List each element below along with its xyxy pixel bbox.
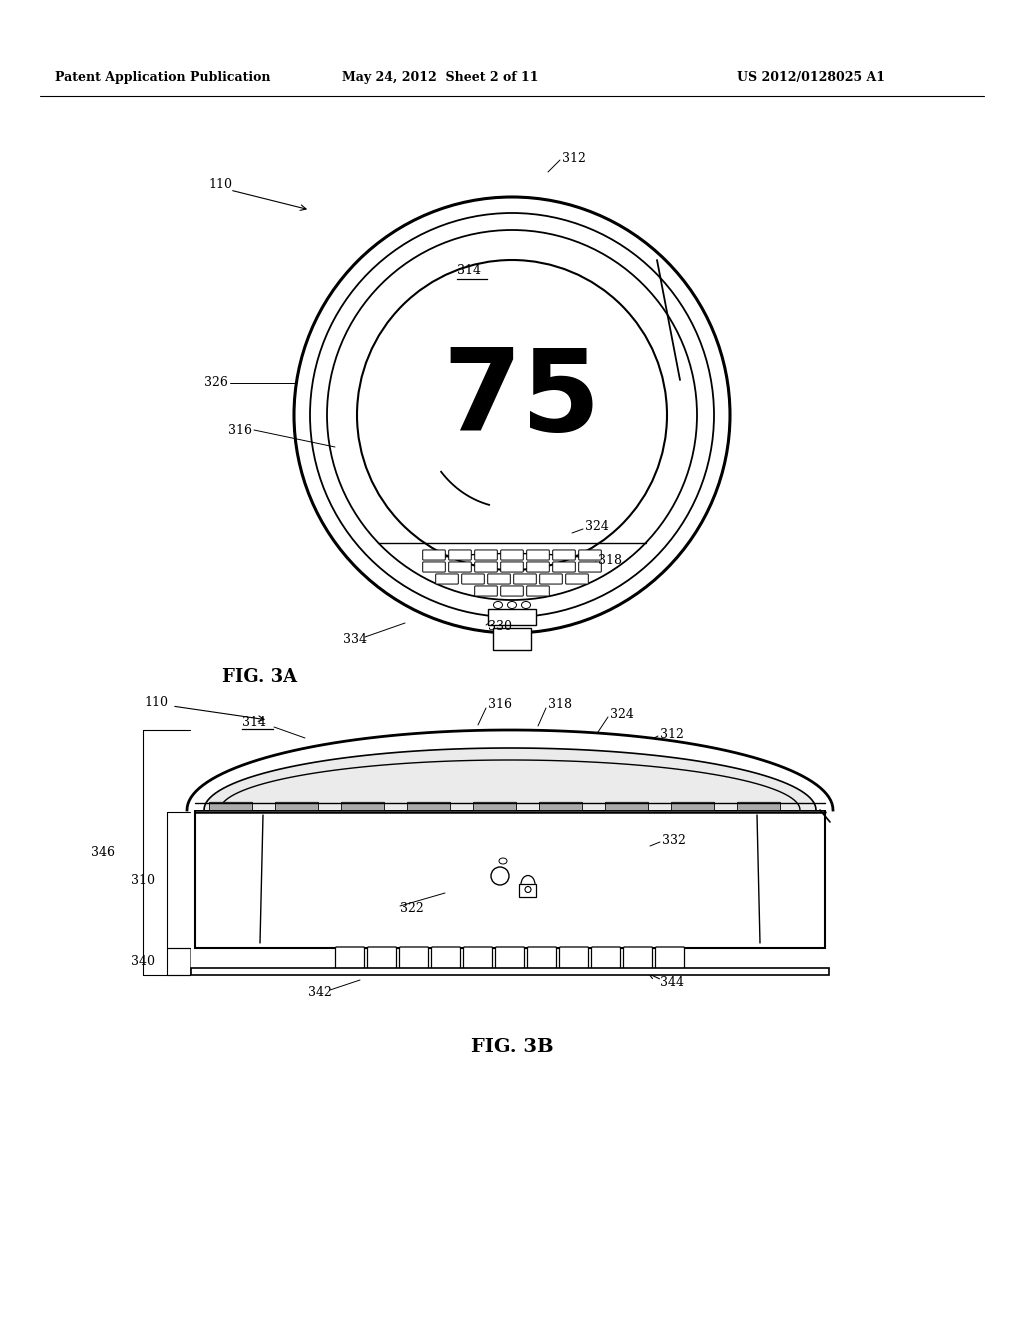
FancyBboxPatch shape xyxy=(605,803,648,810)
FancyBboxPatch shape xyxy=(553,550,575,560)
Text: 312: 312 xyxy=(562,152,586,165)
FancyBboxPatch shape xyxy=(449,562,471,572)
FancyBboxPatch shape xyxy=(475,550,498,560)
FancyBboxPatch shape xyxy=(399,946,428,969)
FancyBboxPatch shape xyxy=(473,803,516,810)
FancyBboxPatch shape xyxy=(527,946,556,969)
FancyBboxPatch shape xyxy=(475,562,498,572)
FancyBboxPatch shape xyxy=(462,574,484,583)
FancyBboxPatch shape xyxy=(475,586,498,597)
Text: 110: 110 xyxy=(144,696,168,709)
FancyBboxPatch shape xyxy=(487,574,510,583)
Ellipse shape xyxy=(294,197,730,634)
Text: 312: 312 xyxy=(660,729,684,742)
FancyBboxPatch shape xyxy=(737,803,780,810)
Ellipse shape xyxy=(357,260,667,570)
FancyBboxPatch shape xyxy=(210,803,253,810)
FancyBboxPatch shape xyxy=(423,550,445,560)
Ellipse shape xyxy=(294,197,730,634)
Text: FIG. 3A: FIG. 3A xyxy=(222,668,297,686)
FancyBboxPatch shape xyxy=(624,946,652,969)
FancyBboxPatch shape xyxy=(526,562,549,572)
Text: US 2012/0128025 A1: US 2012/0128025 A1 xyxy=(737,71,886,84)
FancyBboxPatch shape xyxy=(501,586,523,597)
Text: 314: 314 xyxy=(457,264,481,276)
Text: 318: 318 xyxy=(548,698,572,711)
Bar xyxy=(195,810,825,948)
FancyBboxPatch shape xyxy=(496,946,524,969)
Text: May 24, 2012  Sheet 2 of 11: May 24, 2012 Sheet 2 of 11 xyxy=(342,71,539,84)
FancyBboxPatch shape xyxy=(501,562,523,572)
Bar xyxy=(493,628,531,649)
FancyBboxPatch shape xyxy=(423,562,445,572)
FancyBboxPatch shape xyxy=(464,946,493,969)
FancyBboxPatch shape xyxy=(408,803,451,810)
Text: 75: 75 xyxy=(442,345,601,455)
Text: 110: 110 xyxy=(208,178,232,191)
Ellipse shape xyxy=(508,602,516,609)
Text: 334: 334 xyxy=(343,634,367,647)
FancyBboxPatch shape xyxy=(501,550,523,560)
FancyBboxPatch shape xyxy=(565,574,589,583)
Text: Patent Application Publication: Patent Application Publication xyxy=(55,71,270,84)
FancyBboxPatch shape xyxy=(592,946,621,969)
FancyBboxPatch shape xyxy=(526,550,549,560)
FancyBboxPatch shape xyxy=(336,946,365,969)
Text: 316: 316 xyxy=(488,698,512,711)
FancyBboxPatch shape xyxy=(559,946,589,969)
FancyBboxPatch shape xyxy=(672,803,715,810)
FancyBboxPatch shape xyxy=(579,550,601,560)
Bar xyxy=(191,968,829,975)
FancyBboxPatch shape xyxy=(655,946,684,969)
Text: 340: 340 xyxy=(131,954,155,968)
Text: 346: 346 xyxy=(91,846,115,859)
Bar xyxy=(519,883,537,898)
FancyBboxPatch shape xyxy=(540,803,583,810)
FancyBboxPatch shape xyxy=(368,946,396,969)
Ellipse shape xyxy=(521,602,530,609)
Text: 324: 324 xyxy=(585,520,609,533)
Text: 314: 314 xyxy=(242,715,266,729)
Text: 342: 342 xyxy=(308,986,332,999)
FancyBboxPatch shape xyxy=(435,574,459,583)
Ellipse shape xyxy=(310,213,714,616)
Text: FIG. 3B: FIG. 3B xyxy=(471,1038,553,1056)
Bar xyxy=(488,609,536,624)
FancyBboxPatch shape xyxy=(431,946,461,969)
Ellipse shape xyxy=(327,230,697,601)
Text: 326: 326 xyxy=(204,376,228,389)
FancyBboxPatch shape xyxy=(540,574,562,583)
Ellipse shape xyxy=(494,602,503,609)
Polygon shape xyxy=(187,730,833,810)
FancyBboxPatch shape xyxy=(449,550,471,560)
Text: 316: 316 xyxy=(228,424,252,437)
Text: 322: 322 xyxy=(400,903,424,916)
FancyBboxPatch shape xyxy=(553,562,575,572)
Text: 324: 324 xyxy=(610,709,634,722)
Polygon shape xyxy=(195,748,825,810)
Text: 310: 310 xyxy=(131,874,155,887)
FancyBboxPatch shape xyxy=(514,574,537,583)
FancyBboxPatch shape xyxy=(275,803,318,810)
FancyBboxPatch shape xyxy=(526,586,549,597)
FancyBboxPatch shape xyxy=(579,562,601,572)
Text: 332: 332 xyxy=(662,833,686,846)
Text: 330: 330 xyxy=(488,620,512,634)
Text: 344: 344 xyxy=(660,977,684,990)
Text: 318: 318 xyxy=(598,553,622,566)
FancyBboxPatch shape xyxy=(341,803,384,810)
